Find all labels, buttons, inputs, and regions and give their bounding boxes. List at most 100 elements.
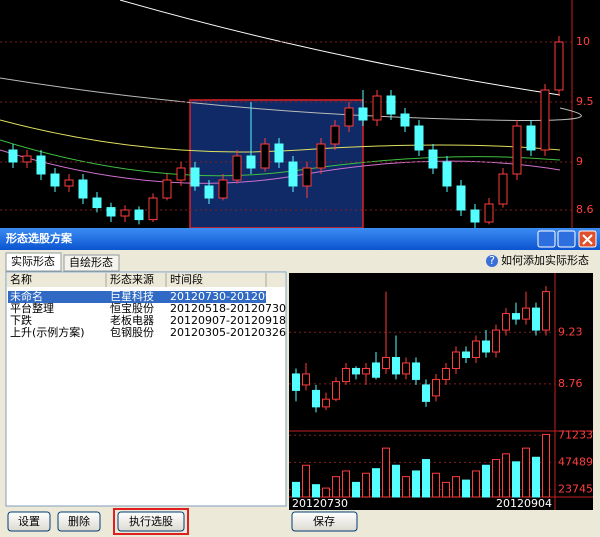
candle-body xyxy=(532,307,540,331)
candle-body xyxy=(452,351,460,369)
candle-body xyxy=(400,113,410,127)
volume-bar xyxy=(372,468,380,498)
button[interactable] xyxy=(7,511,51,532)
table-cell[interactable]: 下跌 xyxy=(10,313,32,327)
ma-line xyxy=(119,0,561,96)
candle-body xyxy=(232,155,242,181)
candle-body xyxy=(470,209,480,223)
table-cell[interactable]: 平台整理 xyxy=(10,301,54,315)
candle-body xyxy=(50,173,60,187)
column-header: 名称 xyxy=(10,272,32,286)
button-label[interactable]: 设置 xyxy=(18,515,40,528)
y-tick-label: 23745 xyxy=(558,483,593,496)
scheme-table xyxy=(5,271,287,507)
table-cell[interactable]: 包钢股份 xyxy=(110,326,154,339)
volume-bar xyxy=(302,464,310,498)
candle-body xyxy=(246,155,256,169)
table-cell[interactable]: 上升(示例方案) xyxy=(10,325,85,339)
candle-body xyxy=(358,107,368,121)
candle-body xyxy=(344,107,354,127)
tab-label[interactable]: 实际形态 xyxy=(11,254,55,268)
table-cell[interactable]: 20120305-20120326 xyxy=(170,326,286,339)
table-cell[interactable]: 20120518-20120730 xyxy=(170,302,286,315)
title-bar xyxy=(0,228,600,250)
candle-body xyxy=(312,389,320,408)
table-cell[interactable]: 20120730-20120904 xyxy=(170,290,286,303)
tab-label[interactable]: 自绘形态 xyxy=(69,255,113,269)
candle-body xyxy=(542,291,550,331)
candle-body xyxy=(482,340,490,353)
volume-bar xyxy=(542,433,550,498)
candle-body xyxy=(176,167,186,181)
candle-body xyxy=(322,398,330,408)
button[interactable] xyxy=(291,511,358,532)
candle-body xyxy=(288,161,298,187)
button-label[interactable]: 保存 xyxy=(313,514,335,528)
candle-body xyxy=(372,362,380,378)
candle-body xyxy=(190,167,200,187)
volume-bar xyxy=(472,470,480,498)
volume-bar xyxy=(452,476,460,498)
y-tick-label: 71233 xyxy=(558,428,593,441)
y-tick-label: 9.23 xyxy=(558,325,583,338)
volume-bar xyxy=(352,481,360,498)
table-cell[interactable]: 未命名 xyxy=(10,289,43,303)
table-cell[interactable]: 20120907-20120918 xyxy=(170,314,286,327)
candle-body xyxy=(120,209,130,217)
candle-body xyxy=(554,41,564,91)
candle-body xyxy=(342,367,350,383)
volume-bar xyxy=(382,447,390,498)
x-label: 20120904 xyxy=(496,497,552,510)
candle-body xyxy=(472,340,480,358)
tab[interactable] xyxy=(63,254,120,272)
minimize-button[interactable] xyxy=(537,230,556,248)
volume-bar xyxy=(322,487,330,498)
candle-body xyxy=(402,362,410,375)
volume-bar xyxy=(502,453,510,498)
close-icon xyxy=(582,234,593,245)
volume-bar xyxy=(462,479,470,498)
button[interactable] xyxy=(117,511,185,532)
candle-body xyxy=(106,207,116,217)
candle-body xyxy=(522,307,530,320)
volume-bar xyxy=(492,459,500,498)
ma-line xyxy=(0,119,561,153)
candle-body xyxy=(302,373,310,386)
candle-body xyxy=(498,173,508,205)
candle-body xyxy=(260,143,270,169)
button-label[interactable]: 删除 xyxy=(68,514,90,528)
candle-body xyxy=(332,381,340,400)
candle-body xyxy=(456,185,466,211)
candle-body xyxy=(428,149,438,169)
y-tick-label: 9.5 xyxy=(576,95,594,108)
table-header xyxy=(7,273,285,287)
candle-body xyxy=(442,367,450,380)
button-label[interactable]: 执行选股 xyxy=(129,514,173,528)
candle-body xyxy=(302,167,312,187)
help-link[interactable]: 如何添加实际形态 xyxy=(501,253,589,267)
volume-bar xyxy=(332,476,340,498)
button[interactable] xyxy=(57,511,101,532)
table-cell[interactable]: 老板电器 xyxy=(110,313,154,327)
candle-body xyxy=(162,179,172,199)
candle-body xyxy=(412,362,420,380)
maximize-button[interactable] xyxy=(557,230,576,248)
help-icon[interactable] xyxy=(486,255,498,267)
candle-body xyxy=(8,149,18,163)
candle-body xyxy=(204,185,214,199)
volume-bar xyxy=(512,461,520,498)
y-tick-label: 8.76 xyxy=(558,377,583,390)
volume-bar xyxy=(402,476,410,498)
table-cell[interactable]: 恒宝股份 xyxy=(110,301,154,315)
candle-body xyxy=(502,313,510,331)
candle-body xyxy=(442,161,452,187)
candle-body xyxy=(92,197,102,209)
row-selection xyxy=(8,291,266,303)
help-icon-glyph: ? xyxy=(489,254,495,267)
candle-body xyxy=(422,384,430,402)
volume-bar xyxy=(432,472,440,498)
volume-bar xyxy=(392,464,400,498)
table-cell[interactable]: 巨星科技 xyxy=(110,289,154,303)
tab[interactable] xyxy=(5,252,62,272)
candle-body xyxy=(218,179,228,199)
